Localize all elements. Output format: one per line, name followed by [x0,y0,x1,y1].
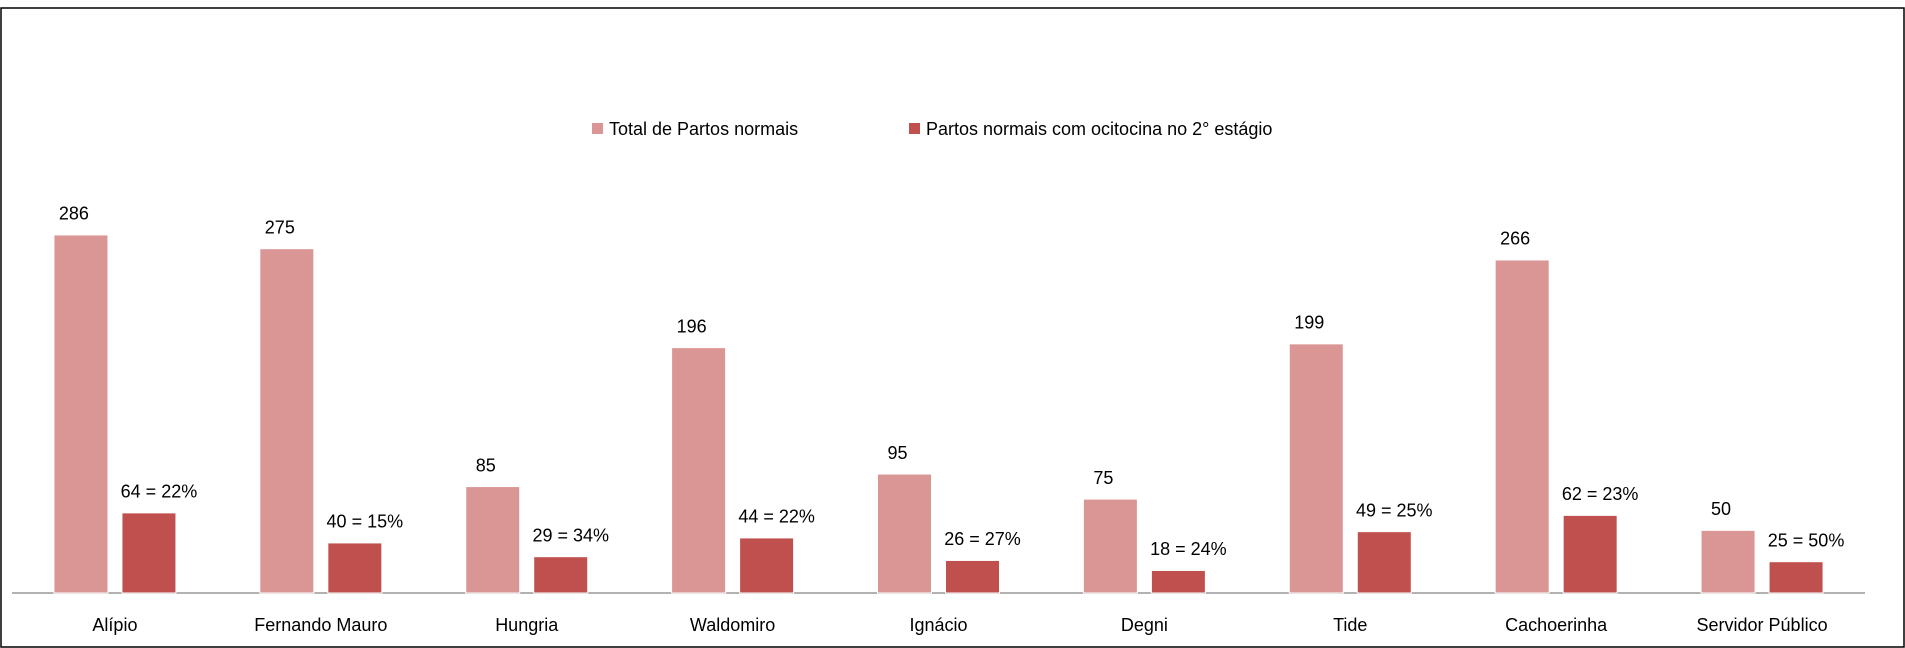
bar [1494,259,1550,594]
bar [533,556,589,594]
bar [327,542,383,594]
bar [465,486,521,594]
x-tick-label: Ignácio [909,615,967,635]
data-label: 40 = 15% [327,512,404,532]
x-tick-label: Waldomiro [690,615,775,635]
data-label: 196 [677,316,707,336]
bar [1082,498,1138,594]
data-label: 18 = 24% [1150,539,1227,559]
legend-swatch [592,123,603,134]
data-label: 85 [476,455,496,475]
bar [945,559,1000,594]
bar [1700,529,1756,594]
data-label: 50 [1711,499,1731,519]
data-label: 286 [59,204,89,224]
data-label: 75 [1093,468,1113,488]
bar [671,347,727,594]
data-label: 64 = 22% [121,482,198,502]
bar [1768,561,1824,594]
bar [739,537,795,594]
data-label: 62 = 23% [1562,484,1639,504]
x-tick-label: Fernando Mauro [254,615,387,635]
bar [121,512,177,594]
bar [877,473,932,594]
bar [1288,343,1344,594]
x-tick-label: Tide [1333,615,1367,635]
data-label: 95 [887,443,907,463]
x-tick-label: Servidor Público [1697,615,1828,635]
x-tick-label: Alípio [92,615,137,635]
data-label: 49 = 25% [1356,500,1433,520]
data-label: 25 = 50% [1768,530,1845,550]
x-tick-label: Degni [1121,615,1168,635]
bar [1356,531,1412,594]
data-label: 44 = 22% [738,507,815,527]
x-tick-label: Hungria [495,615,559,635]
data-label: 199 [1294,313,1324,333]
data-label: 266 [1500,229,1530,249]
legend-label: Partos normais com ocitocina no 2° estág… [926,119,1272,139]
data-label: 29 = 34% [532,525,609,545]
bar [53,234,109,594]
data-label: 26 = 27% [944,529,1021,549]
data-label: 275 [265,217,295,237]
legend-label: Total de Partos normais [609,119,798,139]
legend-swatch [909,123,920,134]
x-tick-label: Cachoerinha [1505,615,1608,635]
bar [259,248,315,594]
bar [1562,514,1618,594]
bar [1150,569,1206,594]
